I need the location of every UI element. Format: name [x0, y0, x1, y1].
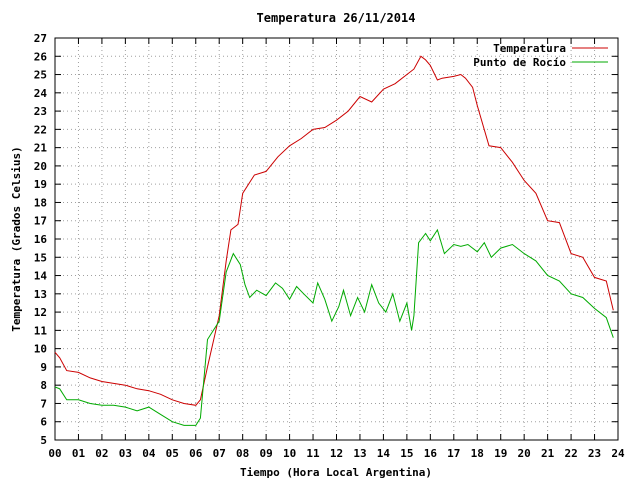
y-tick-label: 27	[34, 32, 47, 45]
x-tick-label: 01	[72, 447, 86, 460]
series-line-0	[54, 55, 614, 406]
x-tick-label: 19	[494, 447, 507, 460]
x-tick-label: 18	[471, 447, 484, 460]
y-tick-label: 8	[40, 379, 47, 392]
x-tick-label: 11	[306, 447, 320, 460]
x-tick-label: 03	[119, 447, 132, 460]
y-tick-label: 13	[34, 288, 47, 301]
x-tick-label: 24	[611, 447, 625, 460]
y-tick-label: 22	[34, 123, 47, 136]
x-tick-label: 15	[400, 447, 413, 460]
grid	[55, 38, 618, 440]
y-tick-label: 14	[34, 270, 48, 283]
x-tick-label: 14	[377, 447, 391, 460]
chart-title: Temperatura 26/11/2014	[257, 11, 416, 25]
y-tick-label: 17	[34, 215, 47, 228]
y-axis-label: Temperatura (Grados Celsius)	[10, 146, 23, 331]
y-tick-label: 7	[40, 397, 47, 410]
x-tick-label: 00	[48, 447, 61, 460]
legend: Temperatura Punto de Rocío	[473, 42, 608, 69]
y-tick-label: 5	[40, 434, 47, 447]
y-tick-label: 18	[34, 196, 47, 209]
y-tick-label: 24	[34, 87, 48, 100]
x-tick-label: 07	[213, 447, 226, 460]
y-tick-label: 23	[34, 105, 47, 118]
x-tick-label: 21	[541, 447, 555, 460]
x-tick-label: 16	[424, 447, 438, 460]
x-tick-label: 10	[283, 447, 296, 460]
x-axis-label: Tiempo (Hora Local Argentina)	[240, 466, 432, 479]
y-tick-label: 25	[34, 69, 47, 82]
y-tick-label: 19	[34, 178, 47, 191]
x-tick-label: 20	[518, 447, 531, 460]
series	[54, 55, 614, 426]
y-tick-label: 15	[34, 251, 47, 264]
legend-label-temperatura: Temperatura	[493, 42, 566, 55]
y-tick-label: 6	[40, 416, 47, 429]
x-tick-label: 06	[189, 447, 203, 460]
series-line-1	[54, 228, 614, 426]
y-tick-label: 20	[34, 160, 47, 173]
y-tick-label: 21	[34, 142, 48, 155]
x-tick-label: 09	[260, 447, 273, 460]
x-tick-label: 02	[95, 447, 108, 460]
y-tick-label: 9	[40, 361, 47, 374]
y-tick-label: 11	[34, 324, 48, 337]
x-tick-label: 23	[588, 447, 601, 460]
x-tick-label: 17	[447, 447, 460, 460]
y-tick-label: 26	[34, 50, 48, 63]
legend-label-punto-de-rocio: Punto de Rocío	[473, 56, 566, 69]
x-tick-label: 22	[564, 447, 577, 460]
x-tick-label: 04	[142, 447, 156, 460]
axis-ticks: 00 01 02 03 04 05 06 07 08 09 10 11 12 13 14 15 16 17 18 19…	[34, 32, 625, 460]
x-tick-label: 05	[166, 447, 179, 460]
y-tick-label: 12	[34, 306, 47, 319]
x-tick-label: 08	[236, 447, 249, 460]
x-tick-label: 12	[330, 447, 343, 460]
y-tick-label: 10	[34, 343, 47, 356]
y-tick-label: 16	[34, 233, 48, 246]
x-tick-label: 13	[353, 447, 366, 460]
